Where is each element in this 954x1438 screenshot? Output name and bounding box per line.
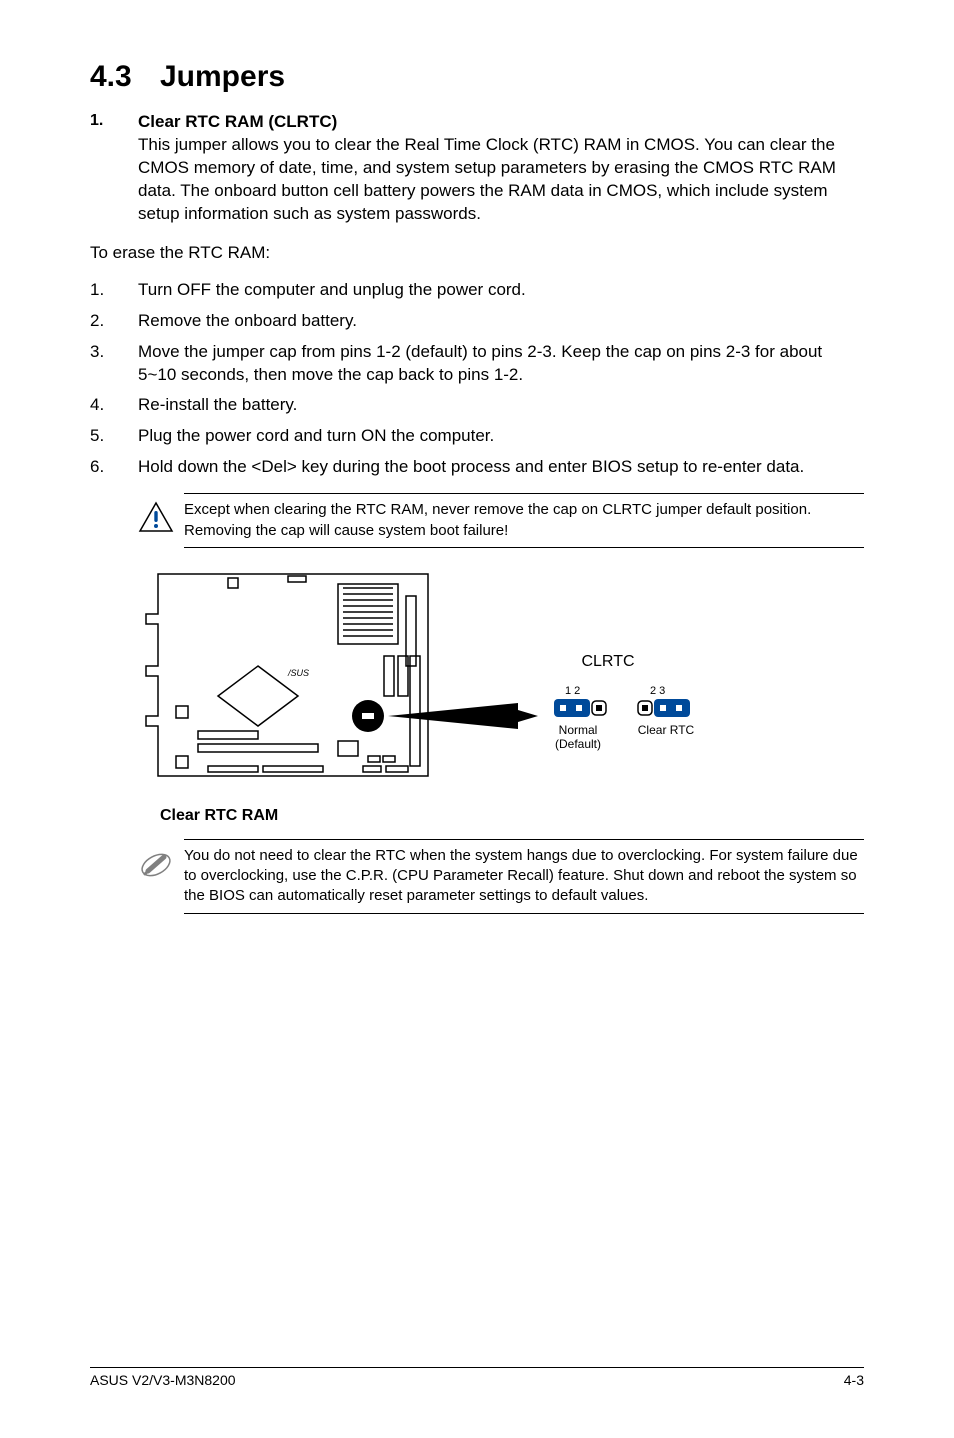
- footer-right: 4-3: [844, 1372, 864, 1388]
- item-1-title: Clear RTC RAM (CLRTC): [138, 112, 337, 132]
- section-heading: 4.3Jumpers: [90, 60, 864, 94]
- svg-text:/SUS: /SUS: [287, 668, 309, 678]
- diagram-caption: Clear RTC RAM: [160, 807, 864, 825]
- step-item: Move the jumper cap from pins 1-2 (defau…: [90, 341, 864, 387]
- note-icon: [138, 839, 184, 888]
- item-1-num-text: 1.: [90, 112, 103, 129]
- warning-icon: [138, 493, 184, 538]
- step-text: Turn OFF the computer and unplug the pow…: [138, 279, 526, 302]
- warning-callout: Except when clearing the RTC RAM, never …: [138, 493, 864, 548]
- step-text: Plug the power cord and turn ON the comp…: [138, 425, 494, 448]
- svg-text:1 2: 1 2: [565, 685, 580, 697]
- erase-intro: To erase the RTC RAM:: [90, 242, 864, 265]
- diagram: /SUS CLRTC 1 2 2 3: [138, 566, 864, 801]
- svg-text:Normal: Normal: [559, 723, 598, 737]
- item-1-number: 1.: [90, 112, 138, 132]
- svg-text:Clear RTC: Clear RTC: [638, 723, 695, 737]
- page: 4.3Jumpers 1. Clear RTC RAM (CLRTC) This…: [0, 0, 954, 1438]
- clrtc-label: CLRTC: [581, 653, 634, 670]
- steps-list: Turn OFF the computer and unplug the pow…: [90, 279, 864, 480]
- note-text: You do not need to clear the RTC when th…: [184, 839, 864, 914]
- step-text: Re-install the battery.: [138, 394, 297, 417]
- step-item: Hold down the <Del> key during the boot …: [90, 456, 864, 479]
- note-callout: You do not need to clear the RTC when th…: [138, 839, 864, 914]
- step-text: Hold down the <Del> key during the boot …: [138, 456, 804, 479]
- footer-left: ASUS V2/V3-M3N8200: [90, 1372, 236, 1388]
- section-number: 4.3: [90, 60, 160, 94]
- item-1-body: This jumper allows you to clear the Real…: [138, 134, 864, 226]
- step-item: Turn OFF the computer and unplug the pow…: [90, 279, 864, 302]
- step-text: Move the jumper cap from pins 1-2 (defau…: [138, 341, 864, 387]
- page-footer: ASUS V2/V3-M3N8200 4-3: [90, 1367, 864, 1388]
- step-item: Re-install the battery.: [90, 394, 864, 417]
- item-1-header: 1. Clear RTC RAM (CLRTC): [90, 112, 864, 132]
- warning-text: Except when clearing the RTC RAM, never …: [184, 493, 864, 548]
- svg-text:2 3: 2 3: [650, 685, 665, 697]
- step-text: Remove the onboard battery.: [138, 310, 357, 333]
- step-item: Remove the onboard battery.: [90, 310, 864, 333]
- step-item: Plug the power cord and turn ON the comp…: [90, 425, 864, 448]
- svg-text:(Default): (Default): [555, 737, 601, 751]
- section-title-text: Jumpers: [160, 60, 285, 93]
